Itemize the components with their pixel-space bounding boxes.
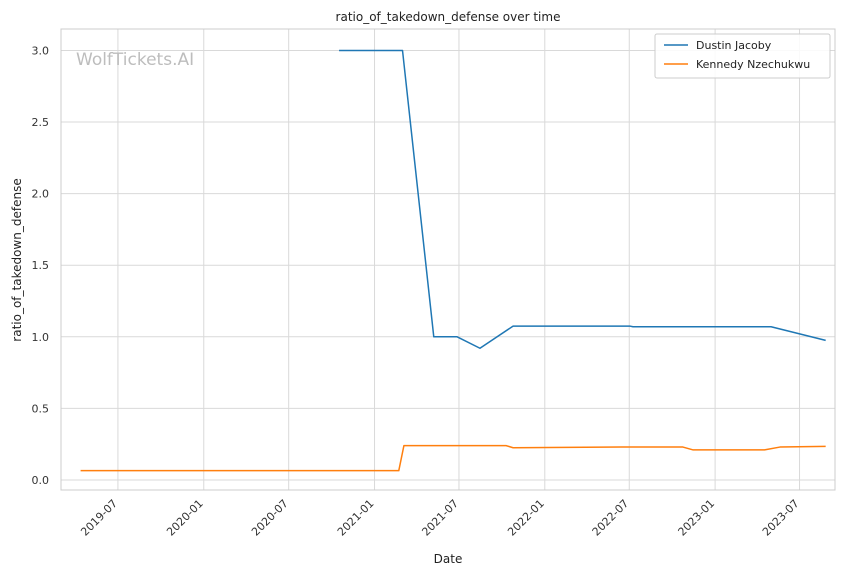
chart-title: ratio_of_takedown_defense over time bbox=[336, 10, 561, 24]
legend-box bbox=[654, 33, 831, 79]
y-axis-title: ratio_of_takedown_defense bbox=[10, 178, 24, 341]
y-tick-label-1.5: 1.5 bbox=[32, 259, 50, 272]
y-tick-label-2.0: 2.0 bbox=[32, 188, 50, 201]
y-axis-ticks: 0.0 0.5 1.0 1.5 2.0 2.5 3.0 bbox=[32, 44, 50, 487]
legend: Dustin Jacoby Kennedy Nzechukwu bbox=[654, 33, 831, 79]
legend-label-dustin-jacoby: Dustin Jacoby bbox=[696, 39, 772, 52]
series-lines bbox=[80, 49, 826, 472]
plot-frame bbox=[60, 28, 836, 491]
y-tick-label-3.0: 3.0 bbox=[32, 44, 50, 57]
series-line-kennedy-nzechukwu bbox=[80, 444, 826, 472]
y-tick-label-0.0: 0.0 bbox=[32, 474, 50, 487]
grid bbox=[61, 29, 835, 490]
watermark: WolfTickets.AI bbox=[76, 50, 194, 70]
y-tick-label-0.5: 0.5 bbox=[32, 402, 50, 415]
y-tick-label-1.0: 1.0 bbox=[32, 331, 50, 344]
x-axis-title: Date bbox=[434, 552, 463, 566]
y-tick-label-2.5: 2.5 bbox=[32, 116, 50, 129]
series-line-dustin-jacoby bbox=[339, 49, 826, 350]
legend-label-kennedy-nzechukwu: Kennedy Nzechukwu bbox=[696, 58, 810, 71]
